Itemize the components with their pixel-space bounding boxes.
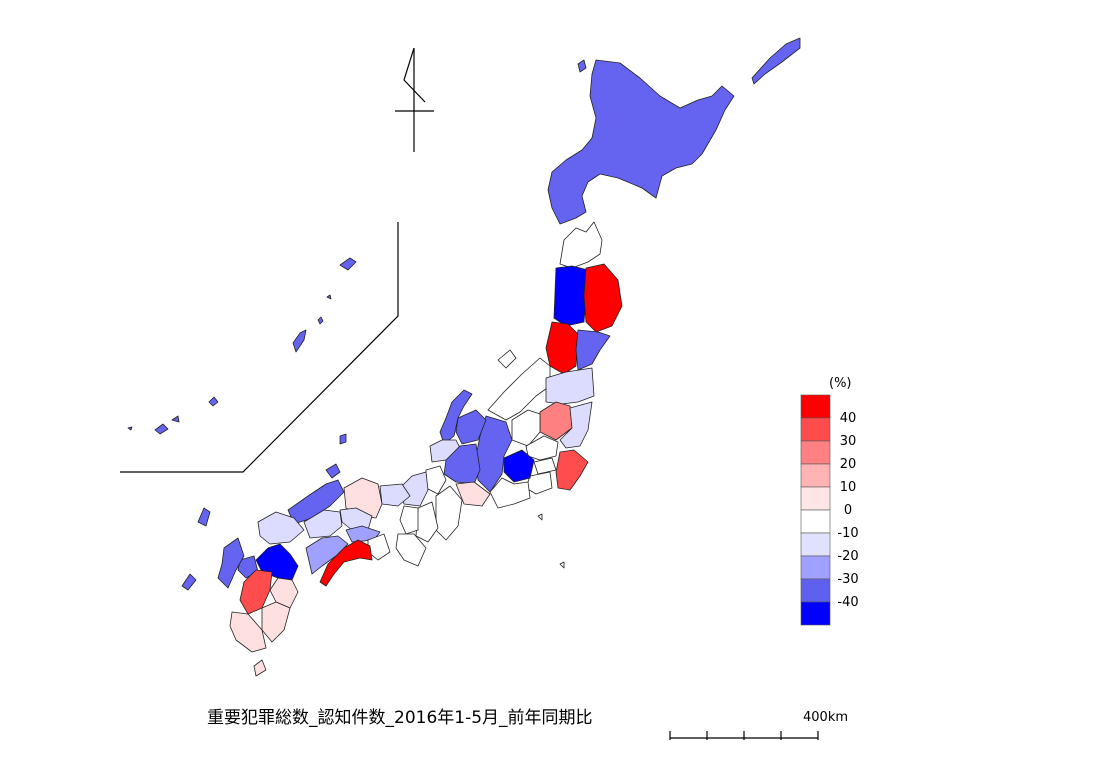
prefecture-hokkaido [547,59,735,225]
prefecture-fukushima [545,367,595,405]
prefecture-kagawa [345,525,381,543]
island [197,507,211,527]
island [339,433,347,445]
prefecture-iwate [583,263,623,333]
legend-label: 40 [840,411,857,426]
prefecture-kagoshima [229,611,267,653]
legend-swatch [800,394,831,419]
island [559,561,565,569]
legend-label: 30 [840,434,857,449]
island [751,37,801,85]
prefecture-niigata [487,357,551,421]
legend-label: 0 [844,503,852,518]
prefecture-tokyo [533,457,557,475]
legend-unit: (%) [829,376,852,391]
legend-swatch [800,532,831,557]
island [339,257,357,271]
okinawa-islands [127,257,357,435]
island [208,396,219,407]
prefectures [181,37,801,677]
north-arrow-icon [395,47,434,152]
prefecture-tottori [379,483,411,507]
island [317,316,324,325]
prefecture-aomori [559,221,603,269]
island [181,573,197,591]
prefecture-shiga [425,465,447,495]
prefecture-kumamoto [239,569,273,615]
legend-swatch [800,463,831,488]
prefecture-nagasaki [217,537,245,589]
prefecture-toyama [455,409,487,445]
scale-bar-label: 400km [803,710,848,725]
island [154,423,169,435]
legend-label: -30 [837,572,858,587]
legend-swatch [800,601,831,626]
island [326,294,332,300]
legend-swatch [800,578,831,603]
legend-swatch [800,417,831,442]
prefecture-aichi [455,481,491,507]
prefecture-miyazaki [261,601,291,643]
prefecture-yamagata [545,321,579,375]
legend-swatch [800,555,831,580]
island [537,513,543,521]
okinawa-inset-frame [120,222,399,473]
island [171,415,180,423]
prefecture-kochi [319,539,373,587]
prefecture-ibaraki [559,401,593,449]
island [325,463,341,479]
island [292,329,307,353]
legend-swatch [800,440,831,465]
prefecture-ishikawa [439,389,473,445]
scale-bar: 400km [669,710,848,740]
island [127,426,133,431]
prefecture-hiroshima [303,509,343,539]
prefecture-miyagi [575,329,611,371]
prefecture-gifu [443,443,481,485]
legend-swatches [800,394,831,626]
prefecture-yamanashi [503,449,535,483]
prefecture-osaka [399,505,419,535]
prefecture-chiba [555,449,589,491]
island [577,59,587,73]
legend-label: -40 [837,595,858,610]
legend-label: 10 [840,480,857,495]
legend-labels: 40 30 20 10 0 -10 -20 -30 -40 [837,411,858,610]
prefecture-wakayama [395,533,427,567]
prefecture-yamaguchi [257,511,305,545]
map-title: 重要犯罪総数_認知件数_2016年1-5月_前年同期比 [207,708,593,728]
legend: (%) 40 30 20 10 0 -10 -20 -30 -40 [800,376,859,626]
legend-swatch [800,486,831,511]
prefecture-mie [435,485,463,541]
prefecture-shizuoka [489,477,531,509]
legend-label: 20 [840,457,857,472]
prefecture-nagano [475,415,513,493]
legend-label: -20 [837,549,858,564]
prefecture-nara [415,501,439,543]
island [497,349,517,369]
legend-swatch [800,509,831,534]
prefecture-shimane [287,479,345,525]
legend-label: -10 [837,526,858,541]
prefecture-akita [553,265,589,327]
island [253,659,267,677]
